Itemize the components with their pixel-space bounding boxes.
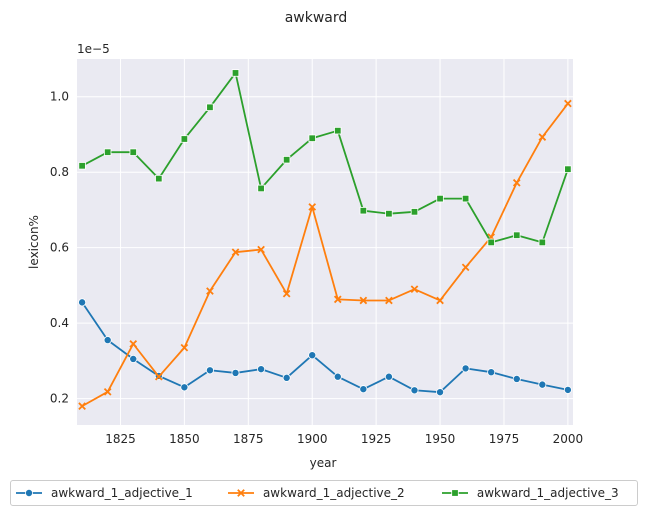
data-point [359, 385, 368, 394]
legend-swatch [227, 489, 254, 497]
series-line [81, 72, 569, 244]
data-point [564, 165, 572, 173]
data-point [103, 148, 112, 156]
data-point [564, 99, 572, 108]
data-point [231, 69, 240, 77]
data-point [129, 340, 138, 348]
data-point [512, 178, 521, 187]
data-point [257, 245, 265, 254]
x-tick-label: 1925 [361, 432, 392, 446]
x-tick-label: 1950 [425, 432, 456, 446]
data-point [78, 162, 86, 170]
data-point [385, 296, 393, 305]
legend-item: awkward_1_adjective_1 [11, 486, 227, 500]
data-point [359, 296, 368, 305]
series-line [81, 102, 569, 407]
data-point [487, 238, 495, 247]
series-3 [78, 69, 572, 247]
x-tick-label: 1825 [105, 432, 136, 446]
data-point [538, 238, 547, 247]
data-point [180, 343, 189, 352]
data-point [487, 368, 496, 377]
legend-label: awkward_1_adjective_2 [262, 486, 405, 500]
data-point [436, 388, 445, 397]
data-point [257, 184, 265, 193]
data-point [205, 366, 214, 375]
y-tick-label: 0.4 [50, 316, 69, 330]
legend-item: awkward_1_adjective_3 [441, 486, 637, 500]
x-axis-ticks: 1825 1850 1875 1900 1925 1950 1975 2000 [105, 432, 583, 446]
data-point [154, 372, 163, 381]
data-point [333, 372, 342, 381]
data-point [334, 126, 342, 135]
data-point [461, 364, 470, 373]
data-point [155, 174, 163, 183]
x-tick-label: 1850 [169, 432, 200, 446]
data-point [538, 133, 547, 141]
legend-label: awkward_1_adjective_1 [51, 486, 193, 500]
x-tick-label: 2000 [553, 432, 584, 446]
data-point [461, 263, 470, 272]
data-point [180, 383, 189, 392]
data-point [308, 203, 317, 211]
y-tick-label: 0.8 [50, 165, 69, 179]
data-point [231, 248, 240, 257]
data-point [512, 374, 521, 383]
series-line [81, 301, 569, 394]
data-point [461, 194, 470, 203]
data-point [206, 287, 214, 295]
x-axis-label: year [310, 456, 337, 470]
data-point [257, 365, 266, 374]
data-point [282, 373, 291, 382]
data-point [384, 372, 393, 381]
data-point [129, 148, 137, 156]
data-point [333, 295, 342, 304]
legend-marker [24, 489, 33, 497]
data-point [282, 156, 291, 164]
chart-legend: awkward_1_adjective_1 awkward_1_adjective… [10, 480, 638, 506]
series-1 [78, 298, 572, 397]
data-point [385, 210, 393, 218]
data-point [538, 380, 547, 389]
x-tick-label: 1975 [489, 432, 520, 446]
data-point [563, 385, 572, 394]
series-layer [78, 69, 572, 410]
legend-label: awkward_1_adjective_3 [476, 486, 619, 500]
data-point [129, 354, 138, 363]
data-point [513, 231, 521, 239]
y-tick-label: 0.6 [50, 241, 69, 255]
chart-title: awkward [285, 10, 348, 26]
y-tick-label: 0.2 [50, 392, 69, 406]
data-point [410, 208, 419, 216]
legend-swatch [441, 489, 468, 497]
y-axis-ticks: 0.2 0.4 0.6 0.8 1.0 [50, 90, 69, 406]
y-axis-label: lexicon% [27, 215, 41, 269]
data-point [78, 298, 87, 307]
legend-marker [237, 489, 245, 497]
data-point [180, 135, 189, 143]
data-point [410, 386, 419, 395]
data-point [308, 134, 316, 142]
data-point [103, 387, 112, 396]
x-tick-label: 1900 [297, 432, 328, 446]
y-tick-label: 1.0 [50, 90, 69, 104]
series-2 [78, 99, 572, 410]
legend-swatch [16, 489, 42, 497]
legend-item: awkward_1_adjective_2 [227, 486, 441, 500]
data-point [78, 402, 86, 410]
data-point [282, 289, 291, 298]
y-offset-label: 1e−5 [77, 42, 110, 56]
data-point [308, 351, 317, 360]
data-point [231, 368, 240, 377]
grid-lines [77, 59, 573, 425]
data-point [206, 103, 214, 111]
data-point [359, 206, 368, 215]
legend-marker [451, 489, 459, 497]
data-point [436, 194, 444, 203]
data-point [103, 336, 112, 345]
data-point [436, 296, 444, 305]
data-point [410, 285, 419, 294]
x-tick-label: 1875 [233, 432, 264, 446]
